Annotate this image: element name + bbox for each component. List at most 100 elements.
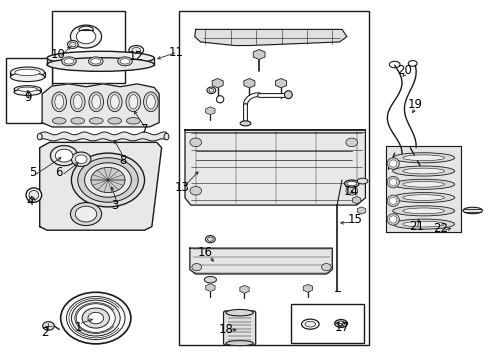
- Ellipse shape: [47, 58, 154, 71]
- Ellipse shape: [107, 92, 122, 112]
- Ellipse shape: [129, 95, 138, 109]
- Text: 19: 19: [407, 98, 422, 111]
- Circle shape: [345, 186, 357, 195]
- Circle shape: [71, 152, 91, 166]
- Ellipse shape: [143, 92, 158, 112]
- Text: 15: 15: [347, 213, 362, 226]
- Circle shape: [191, 264, 201, 271]
- Ellipse shape: [92, 95, 101, 109]
- Circle shape: [71, 153, 144, 207]
- Circle shape: [189, 138, 201, 147]
- Circle shape: [189, 186, 201, 195]
- Ellipse shape: [392, 193, 454, 203]
- Ellipse shape: [386, 195, 399, 207]
- Polygon shape: [184, 130, 365, 205]
- Ellipse shape: [402, 221, 444, 227]
- Ellipse shape: [89, 118, 103, 124]
- Circle shape: [50, 145, 78, 166]
- Ellipse shape: [208, 89, 213, 92]
- Ellipse shape: [126, 92, 141, 112]
- Ellipse shape: [26, 188, 41, 202]
- Text: 3: 3: [111, 199, 119, 212]
- Ellipse shape: [389, 160, 396, 167]
- Ellipse shape: [120, 59, 130, 64]
- Text: 16: 16: [198, 246, 213, 259]
- Ellipse shape: [37, 134, 42, 140]
- Text: 22: 22: [433, 222, 447, 235]
- Ellipse shape: [334, 319, 346, 327]
- Circle shape: [321, 264, 330, 271]
- Ellipse shape: [301, 319, 319, 329]
- Circle shape: [88, 312, 103, 324]
- Circle shape: [75, 206, 97, 222]
- Ellipse shape: [146, 95, 155, 109]
- Ellipse shape: [402, 181, 444, 187]
- Ellipse shape: [89, 92, 103, 112]
- Ellipse shape: [225, 310, 253, 316]
- Circle shape: [84, 163, 131, 197]
- Text: 18: 18: [218, 323, 233, 336]
- Text: 2: 2: [41, 326, 48, 339]
- Text: 13: 13: [174, 181, 189, 194]
- Circle shape: [345, 138, 357, 147]
- Ellipse shape: [386, 214, 399, 225]
- Circle shape: [91, 167, 125, 193]
- Text: 10: 10: [51, 48, 65, 61]
- Ellipse shape: [129, 45, 143, 55]
- Text: 21: 21: [408, 220, 423, 233]
- Ellipse shape: [70, 42, 76, 47]
- Circle shape: [42, 321, 54, 330]
- Ellipse shape: [10, 67, 44, 78]
- Ellipse shape: [108, 118, 122, 124]
- Ellipse shape: [240, 121, 250, 126]
- Text: 1: 1: [75, 320, 82, 333]
- Ellipse shape: [206, 87, 215, 94]
- Circle shape: [61, 292, 131, 344]
- Ellipse shape: [392, 179, 454, 189]
- Ellipse shape: [305, 321, 315, 327]
- Ellipse shape: [389, 216, 396, 223]
- Ellipse shape: [207, 237, 213, 241]
- Ellipse shape: [392, 219, 454, 229]
- Ellipse shape: [462, 207, 482, 214]
- Ellipse shape: [204, 276, 216, 283]
- Text: 14: 14: [343, 185, 358, 198]
- Ellipse shape: [110, 95, 119, 109]
- Ellipse shape: [163, 134, 168, 140]
- Bar: [178, 12, 368, 345]
- Ellipse shape: [386, 176, 399, 188]
- Ellipse shape: [29, 190, 39, 200]
- Ellipse shape: [18, 87, 37, 91]
- Polygon shape: [385, 146, 461, 232]
- Ellipse shape: [91, 59, 101, 64]
- Text: 7: 7: [141, 123, 148, 136]
- Ellipse shape: [73, 95, 82, 109]
- Ellipse shape: [389, 179, 396, 186]
- Ellipse shape: [402, 168, 444, 174]
- Ellipse shape: [386, 158, 399, 169]
- Circle shape: [66, 297, 125, 339]
- Circle shape: [70, 25, 102, 48]
- Ellipse shape: [392, 206, 454, 216]
- Ellipse shape: [392, 166, 454, 176]
- Ellipse shape: [70, 92, 85, 112]
- Text: 9: 9: [24, 91, 31, 104]
- Ellipse shape: [15, 69, 40, 76]
- Polygon shape: [194, 30, 346, 45]
- Text: 12: 12: [128, 50, 143, 63]
- Circle shape: [76, 304, 115, 332]
- Bar: [5, 58, 52, 123]
- Circle shape: [55, 149, 73, 162]
- Ellipse shape: [337, 321, 344, 326]
- Bar: [290, 304, 363, 343]
- Circle shape: [78, 158, 138, 202]
- Ellipse shape: [132, 48, 141, 53]
- Ellipse shape: [402, 155, 444, 161]
- Bar: [52, 12, 125, 83]
- Ellipse shape: [344, 180, 358, 187]
- FancyBboxPatch shape: [223, 311, 255, 345]
- Ellipse shape: [14, 89, 41, 95]
- Ellipse shape: [55, 95, 63, 109]
- Circle shape: [75, 155, 87, 163]
- Ellipse shape: [284, 91, 292, 99]
